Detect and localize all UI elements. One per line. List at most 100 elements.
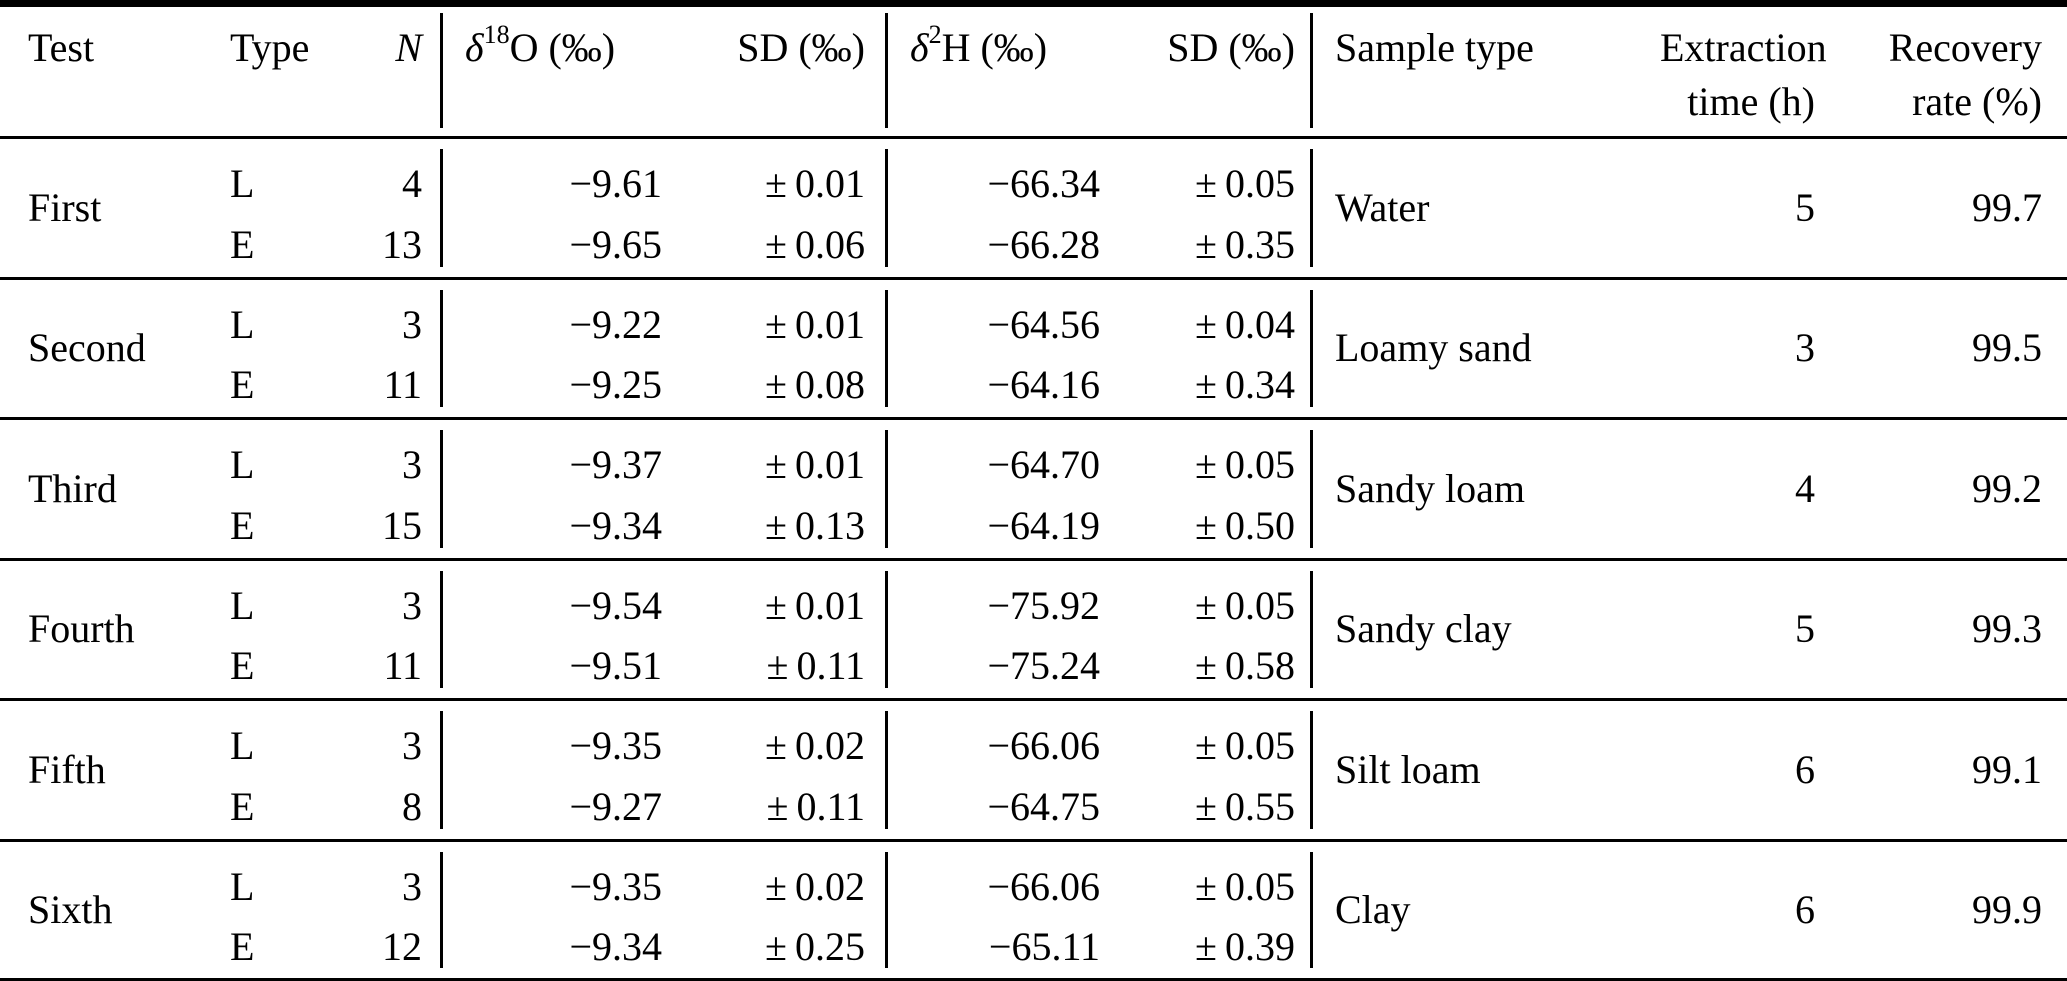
- cell-d2h-sd: ± 0.04: [1195, 301, 1295, 347]
- cell-d18o-sd: ± 0.02: [765, 723, 865, 768]
- cell-n: 3: [402, 863, 422, 909]
- cell-type: E: [230, 783, 255, 829]
- cell-d2h: −75.24: [885, 630, 1110, 700]
- cell-d18o: −9.34: [440, 911, 680, 981]
- cell-sample-type: Silt loam: [1310, 700, 1660, 841]
- cell-extraction-time: 6: [1795, 746, 1815, 792]
- cell-d18o: −9.27: [440, 771, 680, 840]
- cell-d2h: −75.92: [885, 559, 1110, 631]
- cell-d18o-sd: ± 0.01: [765, 582, 865, 628]
- cell-d2h: −64.16: [885, 349, 1110, 419]
- cell-n: 13: [382, 221, 422, 267]
- cell-n: 3: [402, 723, 422, 768]
- cell-extraction-time: 3: [1795, 325, 1815, 371]
- cell-recovery-rate: 99.5: [1972, 325, 2042, 371]
- cell-recovery-rate: 99.1: [1972, 746, 2042, 792]
- cell-extraction-time: 6: [1795, 886, 1815, 932]
- cell-d18o-sd: ± 0.02: [765, 863, 865, 909]
- cell-extraction-time: 5: [1795, 606, 1815, 652]
- table-row: E 8 −9.27 ± 0.11 −64.75 ± 0.55: [0, 771, 2067, 840]
- header-d18o: δ18O (‰): [440, 4, 680, 138]
- header-test: Test: [28, 25, 95, 70]
- cell-type: E: [230, 362, 255, 408]
- cell-d2h-sd: ± 0.39: [1195, 923, 1295, 969]
- cell-type: E: [230, 502, 255, 548]
- cell-type: L: [230, 442, 255, 487]
- cell-recovery-rate: 99.9: [1972, 886, 2042, 932]
- cell-type: E: [230, 923, 255, 969]
- recovery-line2: rate (%): [1912, 79, 2042, 124]
- table-row: E 12 −9.34 ± 0.25 −65.11 ± 0.39: [0, 911, 2067, 981]
- header-d2h: δ2H (‰): [885, 4, 1110, 138]
- cell-recovery-rate: 99.3: [1972, 606, 2042, 652]
- cell-d2h: −64.75: [885, 771, 1110, 840]
- table-row: Sixth L 3 −9.35 ± 0.02 −66.06 ± 0.05 Cla…: [0, 840, 2067, 966]
- cell-test: First: [28, 184, 102, 230]
- cell-d2h-sd: ± 0.58: [1195, 643, 1295, 689]
- d18o-superscript: 18: [483, 20, 510, 49]
- cell-d18o-sd: ± 0.08: [765, 362, 865, 408]
- cell-extraction-time: 4: [1795, 465, 1815, 511]
- table-row: Second L 3 −9.22 ± 0.01 −64.56 ± 0.04 Lo…: [0, 278, 2067, 406]
- cell-d2h: −64.56: [885, 278, 1110, 350]
- cell-d18o: −9.51: [440, 630, 680, 700]
- cell-d18o-sd: ± 0.01: [765, 161, 865, 206]
- table-header: Test Type N δ18O (‰) SD (‰) δ2H (‰) SD (…: [0, 4, 2067, 138]
- cell-type: E: [230, 643, 255, 689]
- cell-n: 3: [402, 301, 422, 347]
- cell-n: 3: [402, 582, 422, 628]
- cell-n: 15: [382, 502, 422, 548]
- cell-d2h: −65.11: [885, 911, 1110, 981]
- header-extraction-time: Extraction time (h): [1660, 4, 1860, 138]
- cell-n: 12: [382, 923, 422, 969]
- header-sd-h: SD (‰): [1167, 25, 1295, 70]
- cell-d2h-sd: ± 0.50: [1195, 502, 1295, 548]
- cell-d18o-sd: ± 0.13: [765, 502, 865, 548]
- table-row: E 13 −9.65 ± 0.06 −66.28 ± 0.35: [0, 209, 2067, 278]
- cell-d2h-sd: ± 0.05: [1195, 863, 1295, 909]
- table-row: Fourth L 3 −9.54 ± 0.01 −75.92 ± 0.05 Sa…: [0, 559, 2067, 687]
- cell-n: 11: [383, 643, 422, 689]
- header-recovery-rate: Recovery rate (%): [1860, 4, 2067, 138]
- d2h-rest: H (‰): [941, 25, 1048, 70]
- cell-type: L: [230, 863, 255, 909]
- delta-symbol: δ: [910, 25, 929, 70]
- cell-type: L: [230, 582, 255, 628]
- cell-d18o-sd: ± 0.06: [765, 221, 865, 267]
- cell-d2h-sd: ± 0.34: [1195, 362, 1295, 408]
- cell-d18o: −9.25: [440, 349, 680, 419]
- cell-d2h-sd: ± 0.05: [1195, 723, 1295, 768]
- cell-recovery-rate: 99.7: [1972, 184, 2042, 230]
- cell-d18o-sd: ± 0.11: [766, 643, 865, 689]
- cell-sample-type: Clay: [1310, 840, 1660, 981]
- delta-symbol: δ: [465, 25, 484, 70]
- table-row: E 11 −9.51 ± 0.11 −75.24 ± 0.58: [0, 630, 2067, 700]
- cell-d18o: −9.35: [440, 840, 680, 912]
- cell-test: Fifth: [28, 746, 106, 792]
- cell-n: 8: [402, 783, 422, 829]
- table-row: E 11 −9.25 ± 0.08 −64.16 ± 0.34: [0, 349, 2067, 419]
- cell-d2h-sd: ± 0.05: [1195, 442, 1295, 487]
- cell-sample-type: Loamy sand: [1310, 278, 1660, 419]
- cell-recovery-rate: 99.2: [1972, 465, 2042, 511]
- cell-test: Third: [28, 465, 117, 511]
- cell-n: 11: [383, 362, 422, 408]
- cell-n: 4: [402, 161, 422, 206]
- cell-d2h: −64.19: [885, 490, 1110, 559]
- cell-type: L: [230, 301, 255, 347]
- cell-d18o: −9.34: [440, 490, 680, 559]
- cell-d18o-sd: ± 0.25: [765, 923, 865, 969]
- cell-d18o-sd: ± 0.11: [766, 783, 865, 829]
- cell-d18o: −9.54: [440, 559, 680, 631]
- cell-test: Second: [28, 325, 146, 371]
- cell-sample-type: Sandy clay: [1310, 559, 1660, 700]
- cell-d2h: −66.28: [885, 209, 1110, 278]
- cell-d2h: −66.34: [885, 138, 1110, 210]
- table-row: Fifth L 3 −9.35 ± 0.02 −66.06 ± 0.05 Sil…: [0, 699, 2067, 827]
- cell-d18o: −9.37: [440, 419, 680, 491]
- cell-sample-type: Water: [1310, 138, 1660, 279]
- cell-d2h: −64.70: [885, 419, 1110, 491]
- cell-d18o: −9.61: [440, 138, 680, 210]
- cell-d18o-sd: ± 0.01: [765, 301, 865, 347]
